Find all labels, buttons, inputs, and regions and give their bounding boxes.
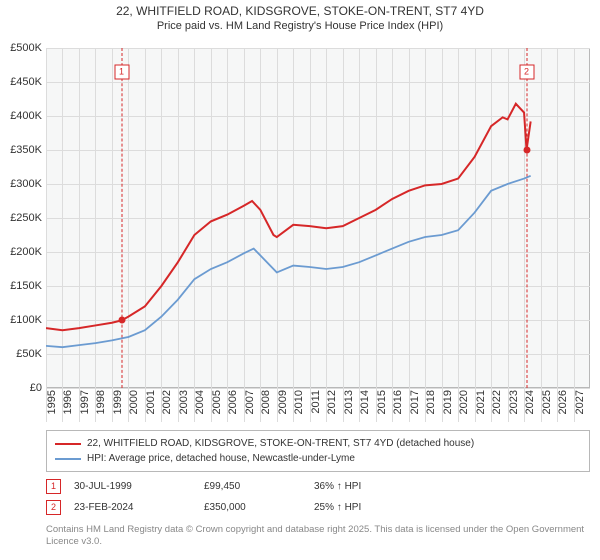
footnote: Contains HM Land Registry data © Crown c… xyxy=(46,524,600,549)
x-tick-label: 2020 xyxy=(458,390,470,414)
event-date: 30-JUL-1999 xyxy=(74,481,204,492)
x-tick-label: 2006 xyxy=(227,390,239,414)
x-tick-label: 2000 xyxy=(128,390,140,414)
x-tick-label: 2017 xyxy=(409,390,421,414)
x-tick-label: 2007 xyxy=(244,390,256,414)
x-tick-label: 2026 xyxy=(557,390,569,414)
x-tick-label: 2015 xyxy=(376,390,388,414)
event-delta: 36% ↑ HPI xyxy=(314,481,434,492)
x-tick-label: 1996 xyxy=(62,390,74,414)
y-tick-label: £300K xyxy=(0,178,42,190)
y-tick-label: £400K xyxy=(0,110,42,122)
scatter-point xyxy=(118,317,125,324)
y-tick-label: £450K xyxy=(0,76,42,88)
x-tick-label: 2002 xyxy=(161,390,173,414)
series-price_paid xyxy=(46,104,531,330)
x-tick-label: 2009 xyxy=(277,390,289,414)
chart-subtitle: Price paid vs. HM Land Registry's House … xyxy=(0,18,600,38)
event-row: 2 23-FEB-2024£350,00025% ↑ HPI xyxy=(46,497,590,518)
event-marker-small: 1 xyxy=(46,479,61,494)
x-tick-label: 2016 xyxy=(392,390,404,414)
x-tick-label: 2019 xyxy=(442,390,454,414)
y-tick-label: £500K xyxy=(0,42,42,54)
x-tick-label: 1999 xyxy=(112,390,124,414)
x-tick-label: 2003 xyxy=(178,390,190,414)
x-tick-label: 2005 xyxy=(211,390,223,414)
x-tick-label: 2023 xyxy=(508,390,520,414)
chart-area: 12 £0£50K£100K£150K£200K£250K£300K£350K£… xyxy=(46,48,590,422)
chart-title: 22, WHITFIELD ROAD, KIDSGROVE, STOKE-ON-… xyxy=(0,0,600,18)
y-tick-label: £150K xyxy=(0,280,42,292)
event-delta: 25% ↑ HPI xyxy=(314,502,434,513)
events-table: 1 30-JUL-1999£99,45036% ↑ HPI 2 23-FEB-2024… xyxy=(46,476,590,518)
event-date: 23-FEB-2024 xyxy=(74,502,204,513)
legend-item: 22, WHITFIELD ROAD, KIDSGROVE, STOKE-ON-… xyxy=(55,436,581,451)
event-marker: 1 xyxy=(114,65,129,80)
y-tick-label: £350K xyxy=(0,144,42,156)
x-tick-label: 2027 xyxy=(574,390,586,414)
y-tick-label: £0 xyxy=(0,382,42,394)
event-marker: 2 xyxy=(519,65,534,80)
legend-item: HPI: Average price, detached house, Newc… xyxy=(55,451,581,466)
x-tick-label: 2021 xyxy=(475,390,487,414)
event-price: £350,000 xyxy=(204,502,314,513)
y-tick-label: £100K xyxy=(0,314,42,326)
event-row: 1 30-JUL-1999£99,45036% ↑ HPI xyxy=(46,476,590,497)
legend-swatch xyxy=(55,443,81,445)
y-tick-label: £250K xyxy=(0,212,42,224)
x-tick-label: 2024 xyxy=(524,390,536,414)
chart-lines xyxy=(46,48,590,388)
x-tick-label: 2025 xyxy=(541,390,553,414)
x-tick-label: 2001 xyxy=(145,390,157,414)
legend: 22, WHITFIELD ROAD, KIDSGROVE, STOKE-ON-… xyxy=(46,430,590,472)
x-tick-label: 2014 xyxy=(359,390,371,414)
x-tick-label: 2018 xyxy=(425,390,437,414)
y-tick-label: £200K xyxy=(0,246,42,258)
x-tick-label: 2012 xyxy=(326,390,338,414)
x-tick-label: 2013 xyxy=(343,390,355,414)
y-tick-label: £50K xyxy=(0,348,42,360)
x-tick-label: 2010 xyxy=(293,390,305,414)
x-tick-label: 2008 xyxy=(260,390,272,414)
x-tick-label: 1998 xyxy=(95,390,107,414)
x-tick-label: 1995 xyxy=(46,390,58,414)
x-tick-label: 2004 xyxy=(194,390,206,414)
x-tick-label: 2022 xyxy=(491,390,503,414)
event-marker-small: 2 xyxy=(46,500,61,515)
legend-label: HPI: Average price, detached house, Newc… xyxy=(87,453,355,464)
event-price: £99,450 xyxy=(204,481,314,492)
legend-swatch xyxy=(55,458,81,460)
x-tick-label: 2011 xyxy=(310,390,322,414)
legend-label: 22, WHITFIELD ROAD, KIDSGROVE, STOKE-ON-… xyxy=(87,438,474,449)
x-tick-label: 1997 xyxy=(79,390,91,414)
scatter-point xyxy=(523,147,530,154)
